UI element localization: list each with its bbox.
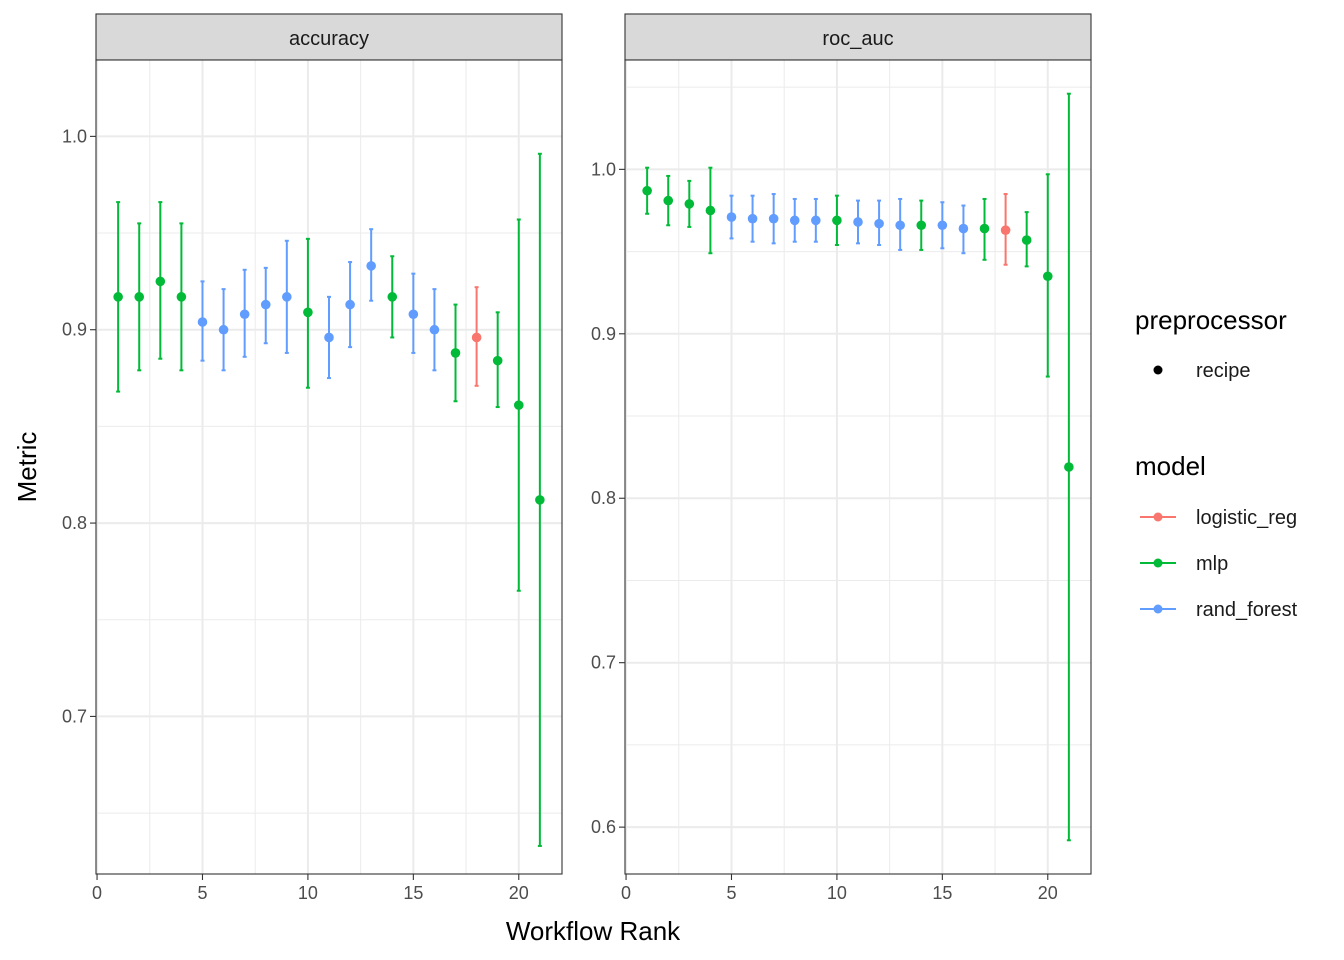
y-tick-label: 0.9 xyxy=(591,324,616,344)
point-rand_forest-rank-13 xyxy=(895,220,905,231)
point-rand_forest-rank-13 xyxy=(366,261,376,271)
point-logistic_reg-rank-18 xyxy=(471,332,482,343)
point-rand_forest-rank-12 xyxy=(874,218,884,229)
point-mlp-rank-3 xyxy=(155,276,166,287)
point-logistic_reg-rank-18 xyxy=(1000,225,1011,235)
point-mlp-rank-14 xyxy=(916,220,927,231)
legend-title-preprocessor: preprocessor xyxy=(1135,305,1287,335)
point-rand_forest-rank-7 xyxy=(239,309,250,320)
point-rand_forest-rank-7 xyxy=(768,213,779,224)
y-tick-label: 0.8 xyxy=(62,513,87,533)
legend-label: mlp xyxy=(1196,553,1228,575)
strip-background xyxy=(95,13,563,61)
x-axis-title: Workflow Rank xyxy=(506,916,681,946)
legend-key-point xyxy=(1153,365,1163,375)
x-tick-label: 0 xyxy=(621,883,631,903)
point-rand_forest-rank-16 xyxy=(429,324,440,335)
x-tick-label: 20 xyxy=(509,883,529,903)
panel-accuracy: accuracy 0 5 10 15 20 0.7 0.8 0.9 1.0 xyxy=(62,13,563,903)
point-mlp-rank-10 xyxy=(303,307,313,318)
legend-key-point xyxy=(1153,512,1163,522)
point-rand_forest-rank-6 xyxy=(747,213,758,224)
legend-label: logistic_reg xyxy=(1196,507,1297,529)
y-tick-label: 0.7 xyxy=(62,706,87,726)
legend-key-point xyxy=(1153,604,1163,614)
point-mlp-rank-21 xyxy=(1064,462,1074,472)
legend-key-point xyxy=(1153,558,1163,568)
points xyxy=(642,185,1074,472)
point-rand_forest-rank-8 xyxy=(789,215,800,226)
y-axis-title: Metric xyxy=(12,432,42,503)
x-tick-label: 15 xyxy=(403,883,423,903)
grid xyxy=(96,60,562,874)
x-tick-label: 10 xyxy=(298,883,318,903)
strip-label: roc_auc xyxy=(822,28,893,50)
legend-key-rand-forest: rand_forest xyxy=(1140,599,1298,621)
point-rand_forest-rank-9 xyxy=(811,215,821,226)
point-rand_forest-rank-5 xyxy=(197,317,208,327)
point-rand_forest-rank-6 xyxy=(218,324,229,335)
point-mlp-rank-1 xyxy=(113,292,123,302)
y-tick-label: 1.0 xyxy=(62,126,87,146)
point-rand_forest-rank-5 xyxy=(726,212,737,222)
point-mlp-rank-2 xyxy=(134,292,145,302)
point-rand_forest-rank-9 xyxy=(282,292,292,302)
point-mlp-rank-19 xyxy=(1021,235,1032,245)
y-tick-label: 0.9 xyxy=(62,320,87,340)
panel-background xyxy=(96,60,562,874)
panel-border xyxy=(624,59,1092,875)
legend-key-logistic-reg: logistic_reg xyxy=(1140,507,1297,529)
point-rand_forest-rank-16 xyxy=(958,223,969,234)
strip-label: accuracy xyxy=(289,28,369,50)
point-mlp-rank-2 xyxy=(663,195,674,206)
point-mlp-rank-20 xyxy=(513,400,524,410)
legend-label: recipe xyxy=(1196,360,1250,382)
point-mlp-rank-1 xyxy=(642,185,652,196)
y-axis: 0.6 0.7 0.8 0.9 1.0 xyxy=(591,159,625,837)
x-axis: 0 5 10 15 20 xyxy=(92,874,529,903)
panel-roc-auc: roc_auc 0 5 10 15 20 0.6 0.7 0.8 0.9 1.0 xyxy=(591,13,1092,903)
x-tick-label: 15 xyxy=(932,883,952,903)
x-tick-label: 0 xyxy=(92,883,102,903)
y-tick-label: 0.7 xyxy=(591,653,616,673)
point-mlp-rank-17 xyxy=(450,348,461,358)
point-rand_forest-rank-12 xyxy=(345,299,355,310)
point-mlp-rank-19 xyxy=(492,355,503,366)
point-mlp-rank-17 xyxy=(979,223,990,234)
points xyxy=(113,261,545,505)
point-rand_forest-rank-8 xyxy=(260,299,271,310)
x-tick-label: 5 xyxy=(197,883,207,903)
point-mlp-rank-4 xyxy=(176,292,187,302)
point-mlp-rank-21 xyxy=(535,495,545,505)
point-rand_forest-rank-11 xyxy=(324,332,334,343)
panel-border xyxy=(95,59,563,875)
point-mlp-rank-4 xyxy=(705,205,716,216)
y-tick-label: 0.8 xyxy=(591,488,616,508)
y-tick-label: 1.0 xyxy=(591,159,616,179)
point-mlp-rank-14 xyxy=(387,292,398,302)
point-rand_forest-rank-15 xyxy=(937,220,948,231)
x-tick-label: 5 xyxy=(726,883,736,903)
point-rand_forest-rank-11 xyxy=(853,217,863,227)
point-rand_forest-rank-15 xyxy=(408,309,419,320)
point-mlp-rank-3 xyxy=(684,199,695,209)
y-axis: 0.7 0.8 0.9 1.0 xyxy=(62,126,96,726)
point-mlp-rank-10 xyxy=(832,215,842,226)
x-tick-label: 10 xyxy=(827,883,847,903)
legend-title-model: model xyxy=(1135,451,1206,481)
x-tick-label: 20 xyxy=(1038,883,1058,903)
x-axis: 0 5 10 15 20 xyxy=(621,874,1058,903)
legend-label: rand_forest xyxy=(1196,599,1298,621)
panel-background xyxy=(625,60,1091,874)
point-mlp-rank-20 xyxy=(1042,271,1053,282)
legend-key-recipe: recipe xyxy=(1153,360,1250,382)
legend: preprocessor recipe model logistic_reg m… xyxy=(1135,305,1298,621)
legend-key-mlp: mlp xyxy=(1140,553,1228,575)
y-tick-label: 0.6 xyxy=(591,817,616,837)
